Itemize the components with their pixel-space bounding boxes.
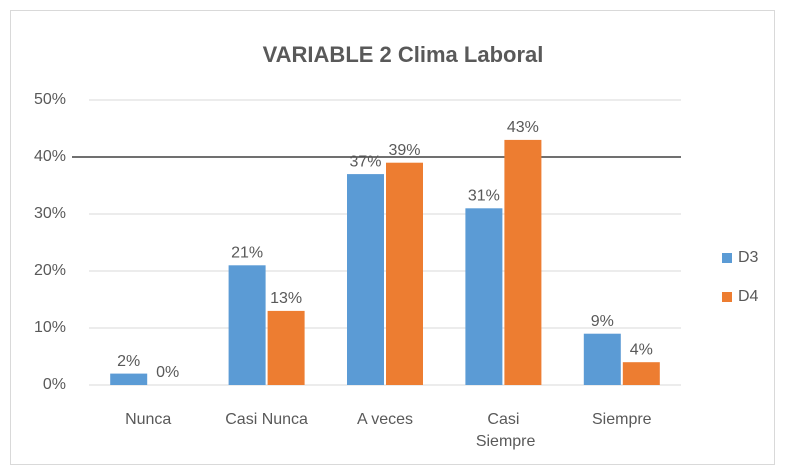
bar (465, 208, 503, 385)
value-label: 43% (507, 119, 539, 136)
y-tick-label: 20% (34, 262, 66, 279)
bar (347, 174, 384, 385)
x-tick-label: Siempre (592, 411, 652, 428)
x-tick-label: Nunca (125, 411, 171, 428)
y-tick-label: 0% (43, 376, 66, 393)
y-tick-label: 30% (34, 205, 66, 222)
bar (110, 373, 148, 385)
legend-label: D4 (738, 288, 759, 305)
legend-label: D3 (738, 249, 759, 266)
bar (504, 139, 542, 385)
value-label: 4% (630, 341, 653, 358)
legend-swatch (722, 253, 732, 263)
bar (583, 333, 621, 385)
bar (267, 310, 305, 385)
value-label: 0% (156, 364, 179, 381)
bar (622, 362, 660, 385)
y-tick-label: 50% (34, 91, 66, 108)
value-label: 9% (591, 313, 614, 330)
y-tick-label: 10% (34, 319, 66, 336)
value-label: 37% (349, 153, 381, 170)
value-label: 39% (388, 142, 420, 159)
x-tick-label: A veces (357, 411, 413, 428)
bar (228, 265, 266, 385)
value-label: 13% (270, 290, 302, 307)
x-tick-label: Casi Nunca (225, 411, 308, 428)
chart-title: VARIABLE 2 Clima Laboral (263, 42, 544, 67)
legend-swatch (722, 292, 732, 302)
bar (386, 162, 423, 385)
value-label: 31% (468, 188, 500, 205)
x-tick-label: Casi Siempre (471, 411, 535, 450)
value-label: 21% (231, 245, 263, 262)
value-label: 2% (117, 353, 140, 370)
y-tick-label: 40% (34, 148, 66, 165)
